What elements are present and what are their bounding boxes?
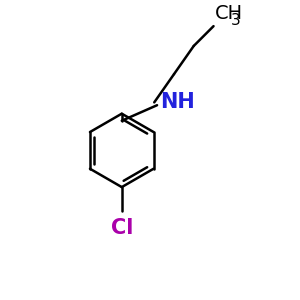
Text: 3: 3: [230, 14, 240, 28]
Text: Cl: Cl: [111, 218, 133, 238]
Text: CH: CH: [215, 4, 243, 23]
Text: NH: NH: [160, 92, 195, 112]
